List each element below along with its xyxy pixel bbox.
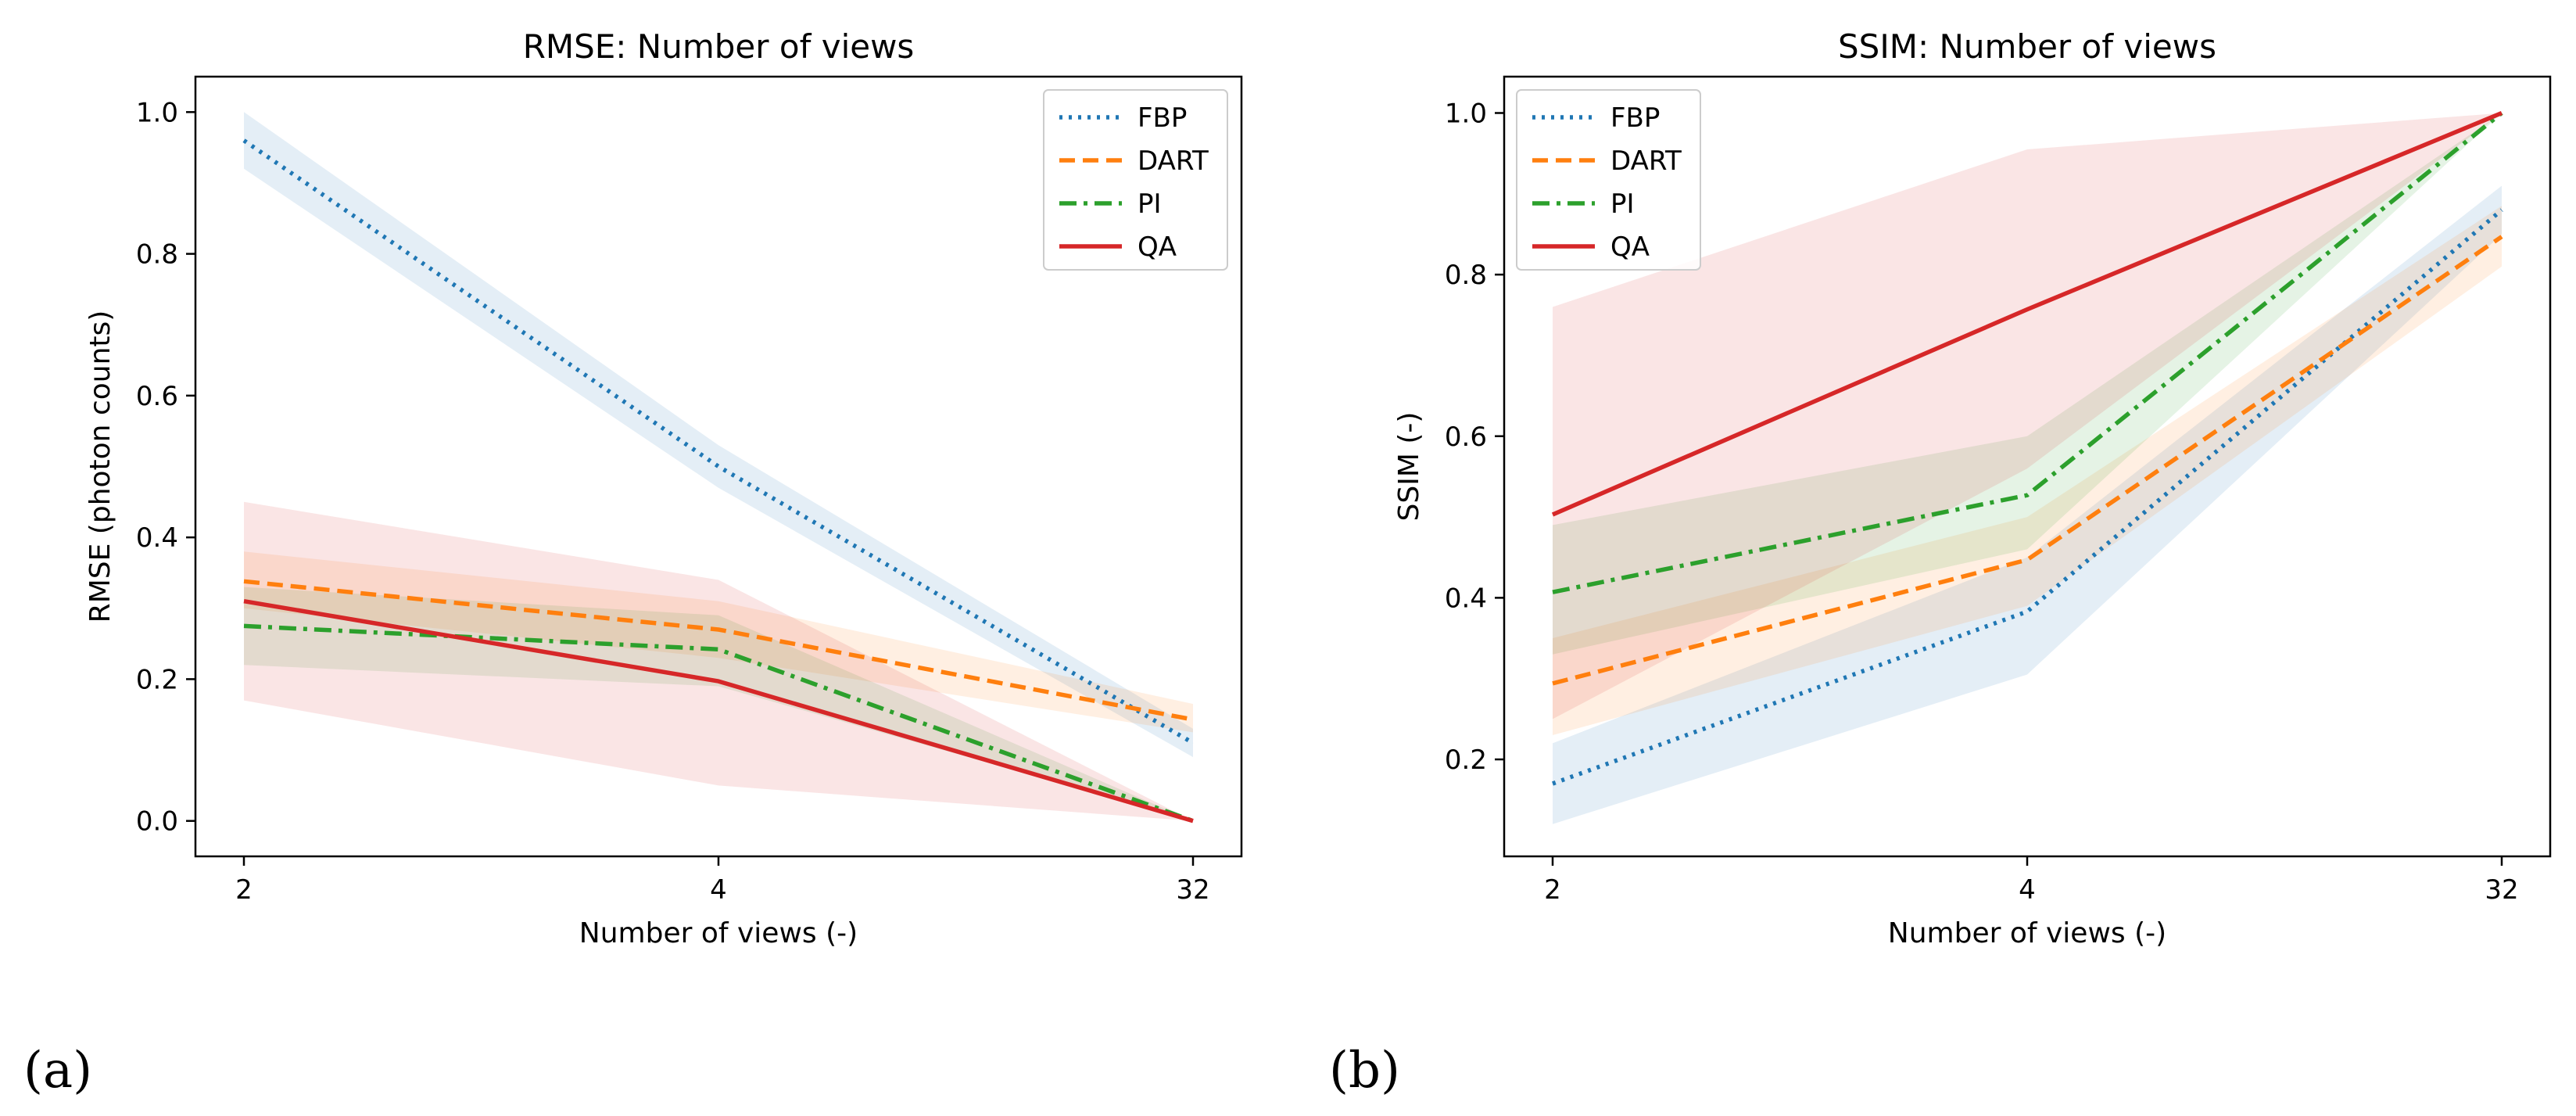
ssim-xtick-label-32: 32 (2485, 874, 2518, 906)
rmse-xtick-label-32: 32 (1176, 874, 1209, 906)
ssim-line-dart (1552, 235, 2503, 686)
ssim-ytick-label-0.6: 0.6 (1445, 422, 1487, 453)
ssim-ytick-label-0.2: 0.2 (1445, 745, 1487, 776)
panel-label-a: (a) (23, 1042, 92, 1100)
ssim-band-fbp (1553, 185, 2502, 824)
ssim-legend-label-qa: QA (1610, 231, 1650, 263)
rmse-ytick-label-1.0: 1.0 (136, 97, 178, 128)
rmse-chart: 0.0 0.2 0.4 0.6 0.8 1.0 2 4 32 RMSE: Number of vi… (84, 27, 1243, 949)
rmse-legend: FBP DART PI QA (1043, 89, 1228, 271)
rmse-legend-label-dart: DART (1138, 145, 1209, 177)
ssim-y-axis-label: SSIM (-) (1393, 412, 1425, 522)
rmse-band-fbp (244, 112, 1193, 758)
rmse-x-axis-label: Number of views (-) (579, 917, 858, 949)
ssim-legend-label-fbp: FBP (1610, 102, 1660, 134)
ssim-xtick-label-2: 2 (1544, 874, 1561, 906)
ssim-band-dart (1553, 206, 2502, 735)
ssim-legend-label-pi: PI (1610, 188, 1635, 220)
rmse-line-pi (243, 623, 1194, 824)
rmse-ytick-label-0.8: 0.8 (136, 239, 178, 271)
rmse-band-dart (244, 551, 1193, 733)
rmse-xtick-label-4: 4 (710, 874, 727, 906)
rmse-y-axis-label: RMSE (photon counts) (84, 310, 116, 623)
rmse-chart-title: RMSE: Number of views (523, 27, 915, 66)
rmse-legend-label-pi: PI (1138, 188, 1162, 220)
ssim-legend: FBP DART PI QA (1516, 89, 1701, 271)
rmse-legend-label-qa: QA (1138, 231, 1177, 263)
ssim-chart: 0.2 0.4 0.6 0.8 1.0 2 4 32 SSIM: Number of views… (1393, 27, 2552, 949)
ssim-ytick-label-0.8: 0.8 (1445, 260, 1487, 291)
rmse-ytick-label-0.6: 0.6 (136, 381, 178, 412)
rmse-legend-label-fbp: FBP (1138, 102, 1187, 134)
ssim-legend-label-dart: DART (1610, 145, 1682, 177)
ssim-band-pi (1553, 113, 2502, 655)
ssim-x-axis-label: Number of views (-) (1888, 917, 2166, 949)
ssim-ytick-label-1.0: 1.0 (1445, 98, 1487, 129)
rmse-ytick-label-0.2: 0.2 (136, 664, 178, 695)
ssim-chart-title: SSIM: Number of views (1838, 27, 2216, 66)
ssim-band-qa (1553, 113, 2502, 719)
rmse-legend-box (1043, 89, 1228, 271)
rmse-ytick-label-0.4: 0.4 (136, 522, 178, 554)
rmse-band-pi (244, 587, 1193, 821)
ssim-legend-box (1516, 89, 1701, 271)
ssim-ytick-label-0.4: 0.4 (1445, 583, 1487, 614)
rmse-xtick-label-2: 2 (235, 874, 253, 906)
panel-label-b: (b) (1329, 1042, 1400, 1100)
rmse-ytick-label-0.0: 0.0 (136, 806, 178, 838)
rmse-band-qa (244, 501, 1193, 821)
ssim-xtick-label-4: 4 (2019, 874, 2036, 906)
